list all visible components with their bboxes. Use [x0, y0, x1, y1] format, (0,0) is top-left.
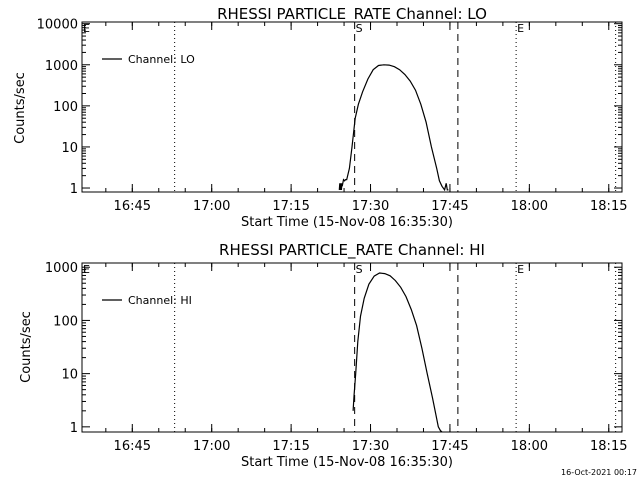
y-tick-label: 10 [61, 141, 78, 156]
y-tick-label: 1 [70, 182, 78, 197]
series-line [338, 64, 449, 192]
footer-timestamp: 16-Oct-2021 00:17 [561, 468, 637, 477]
x-tick-label: 18:00 [511, 199, 548, 214]
x-tick-label: 16:45 [114, 199, 151, 214]
event-marker-label: E [517, 22, 524, 35]
x-tick-label: 17:15 [272, 199, 309, 214]
event-marker-label: S [356, 263, 363, 276]
x-tick-label: 16:45 [114, 439, 151, 454]
y-tick-label: 100 [53, 314, 78, 329]
plot-area-frame [81, 21, 623, 193]
x-tick-label: 18:15 [590, 439, 627, 454]
x-tick-label: 17:45 [431, 439, 468, 454]
x-tick-label: 17:30 [352, 439, 389, 454]
x-tick-label: 18:15 [590, 199, 627, 214]
chart-title: RHESSI PARTICLE_RATE Channel: HI [219, 241, 485, 260]
plot-layer: 16:45 17:00 17:15 17:30 17:45 18:00 18:15 1 10 10… [45, 261, 628, 454]
y-tick-label: 1000 [45, 261, 78, 276]
legend-label: Channel: HI [128, 294, 192, 307]
series-line [352, 272, 443, 433]
x-tick-label: 17:30 [352, 199, 389, 214]
event-marker-label: S [356, 22, 363, 35]
chart-title: RHESSI PARTICLE_RATE Channel: LO [217, 5, 487, 24]
event-marker-label: E [517, 263, 524, 276]
y-tick-label: 100 [53, 100, 78, 115]
event-marker-label: E [83, 22, 90, 35]
y-axis-label: Counts/sec [13, 72, 28, 144]
plot-layer: 16:45 17:00 17:15 17:30 17:45 18:00 18:15 1 10 10… [37, 18, 628, 214]
event-marker-label: E [83, 263, 90, 276]
y-tick-label: 1000 [45, 59, 78, 74]
plot-area-frame [81, 262, 623, 433]
y-tick-label: 10000 [37, 18, 78, 33]
x-axis-label: Start Time (15-Nov-08 16:35:30) [241, 215, 453, 230]
chart-panel-lo: RHESSI PARTICLE_RATE Channel: LO Start T… [13, 5, 627, 230]
x-tick-label: 17:00 [193, 199, 230, 214]
x-axis-label: Start Time (15-Nov-08 16:35:30) [241, 455, 453, 470]
y-tick-label: 10 [61, 368, 78, 383]
y-tick-label: 1 [70, 421, 78, 436]
x-tick-label: 17:15 [272, 439, 309, 454]
x-tick-label: 18:00 [511, 439, 548, 454]
x-tick-label: 17:00 [193, 439, 230, 454]
legend-label: Channel: LO [128, 53, 195, 66]
y-axis-label: Counts/sec [19, 311, 34, 383]
x-tick-label: 17:45 [431, 199, 468, 214]
chart-panel-hi: RHESSI PARTICLE_RATE Channel: HI Start T… [19, 241, 627, 470]
